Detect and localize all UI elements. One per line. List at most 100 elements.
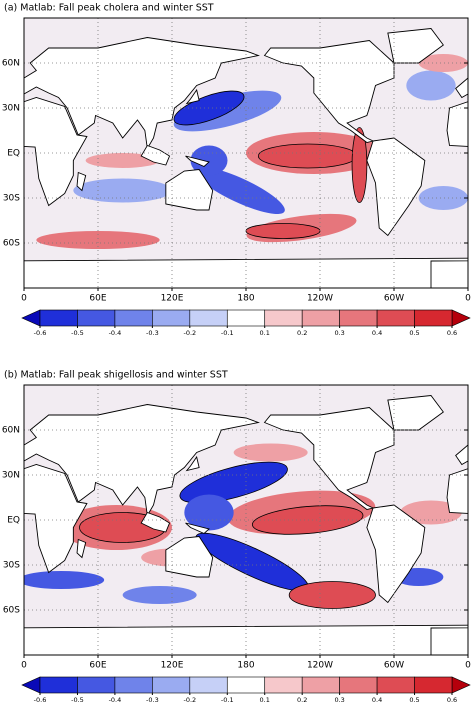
colorbar-bin — [226, 676, 266, 694]
lat-label: 30S — [3, 194, 20, 204]
sst-anomaly — [406, 70, 456, 101]
colorbar-label: 0.2 — [297, 696, 307, 702]
lat-label: EQ — [7, 149, 20, 159]
sst-anomaly — [418, 186, 468, 210]
colorbar-label: 0.2 — [297, 329, 307, 337]
sst-anomaly — [190, 145, 228, 176]
land — [24, 404, 260, 517]
land — [24, 257, 468, 288]
colorbar-bin — [152, 676, 191, 694]
colorbar-extend — [451, 309, 471, 327]
land — [140, 511, 171, 533]
land — [455, 444, 468, 466]
land — [140, 144, 171, 166]
lat-label: EQ — [7, 516, 20, 526]
colorbar-label: -0.4 — [109, 329, 122, 337]
lon-label: 180 — [237, 294, 254, 304]
sst-anomaly — [179, 461, 288, 504]
lon-label: 120E — [161, 294, 184, 304]
lon-label: 120W — [307, 294, 333, 304]
colorbar-bin — [39, 676, 78, 694]
land — [366, 137, 426, 237]
colorbar-bin — [39, 309, 78, 327]
colorbar-label: -0.2 — [183, 329, 196, 337]
colorbar-bin — [189, 309, 228, 327]
land — [430, 627, 468, 655]
land — [165, 169, 214, 211]
sst-anomaly — [288, 581, 376, 609]
lon-label: 0 — [465, 294, 471, 304]
colorbar-label: -0.6 — [34, 696, 47, 702]
panel-title: (a) Matlab: Fall peak cholera and winter… — [4, 3, 214, 14]
land — [366, 504, 426, 604]
land — [24, 624, 468, 655]
lon-label: 60E — [89, 661, 106, 671]
colorbar-bin — [301, 676, 340, 694]
colorbar-bin — [414, 309, 453, 327]
colorbar-bin — [339, 676, 378, 694]
colorbar-label: 0.6 — [447, 329, 457, 337]
lon-label: 120W — [307, 661, 333, 671]
sst-anomaly — [36, 231, 160, 249]
colorbar-bin — [77, 676, 116, 694]
colorbar-bin — [114, 676, 153, 694]
colorbar-label: -0.1 — [221, 696, 234, 702]
land — [185, 455, 200, 472]
lon-label: 0 — [21, 294, 27, 304]
map-panel: (a) Matlab: Fall peak cholera and winter… — [2, 3, 471, 338]
land — [263, 407, 395, 510]
lon-label: 0 — [465, 661, 471, 671]
sst-anomaly — [400, 500, 462, 525]
colorbar-bin — [264, 676, 303, 694]
colorbar-bin — [226, 309, 266, 327]
lon-label: 0 — [21, 661, 27, 671]
colorbar-label: 0.5 — [409, 696, 419, 702]
land — [446, 468, 468, 514]
lat-label: 60S — [3, 239, 20, 249]
lat-label: 30S — [3, 561, 20, 571]
sst-anomaly — [73, 178, 172, 203]
sst-anomaly — [24, 571, 105, 589]
colorbar-extend — [21, 309, 41, 327]
land — [185, 88, 200, 105]
colorbar-bin — [77, 309, 116, 327]
sst-anomaly — [257, 143, 358, 169]
colorbar-bin — [376, 309, 415, 327]
land — [185, 522, 210, 535]
colorbar-label: 0.1 — [260, 696, 270, 702]
colorbar-extend — [451, 676, 471, 694]
colorbar-label: -0.3 — [146, 696, 159, 702]
lat-label: 60N — [2, 59, 20, 69]
colorbar-label: -0.1 — [221, 329, 234, 337]
lon-label: 60W — [384, 661, 404, 671]
colorbar-bin — [114, 309, 153, 327]
colorbar-label: -0.4 — [109, 696, 122, 702]
sst-anomaly — [233, 443, 308, 462]
lon-label: 120E — [161, 661, 184, 671]
land — [24, 97, 88, 207]
sst-anomaly — [184, 494, 234, 531]
panel-title: (b) Matlab: Fall peak shigellosis and wi… — [4, 370, 228, 381]
land — [455, 77, 468, 99]
land — [76, 538, 87, 559]
colorbar-label: 0.4 — [372, 696, 382, 702]
sst-anomaly — [85, 153, 160, 168]
sst-anomaly — [245, 223, 321, 239]
lon-label: 60W — [384, 294, 404, 304]
sst-anomaly — [418, 54, 468, 72]
sst-anomaly — [351, 127, 368, 203]
sst-anomaly — [251, 505, 364, 535]
lon-label: 60E — [89, 294, 106, 304]
map-field — [24, 18, 468, 288]
lat-label: 60N — [2, 426, 20, 436]
land — [446, 101, 468, 147]
land — [263, 40, 395, 143]
sst-anomaly — [194, 166, 285, 215]
lat-label: 30N — [2, 104, 20, 114]
colorbar-bin — [414, 676, 453, 694]
land — [76, 171, 87, 192]
map-field — [24, 385, 468, 655]
colorbar-extend — [21, 676, 41, 694]
land — [24, 464, 88, 574]
land — [387, 395, 444, 431]
